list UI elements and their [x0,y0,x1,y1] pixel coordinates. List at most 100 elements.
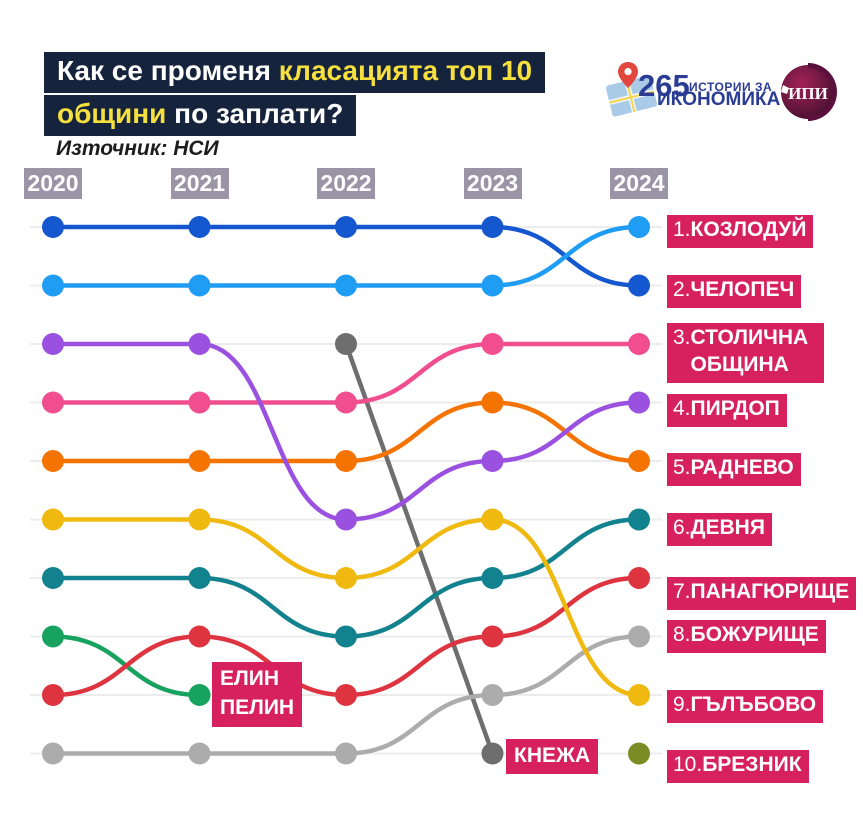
series-line [50,634,642,756]
rank-number: 2. [673,278,691,301]
series-dot [335,216,357,238]
series-dot [481,333,504,355]
rank-label: 6.ДЕВНЯ [667,513,772,546]
series-dot [481,684,504,706]
series-dot [628,274,650,297]
municipality-name: КОЗЛОДУЙ [690,218,807,241]
series-dot [188,567,211,589]
series-dot [628,567,650,589]
series-dot [335,567,357,589]
rank-label: 1.КОЗЛОДУЙ [667,215,814,248]
exit-annotation: ЕЛИН ПЕЛИН [212,662,303,727]
series-dot [335,508,357,531]
series-dot [335,625,357,648]
series-dot [188,216,211,238]
series-dot [335,742,357,765]
rank-label: 2.ЧЕЛОПЕЧ [667,275,802,308]
series-dot [628,391,650,414]
map-icon [605,62,658,117]
series-dot [335,274,357,297]
series-dot [481,625,504,648]
rank-label: 7.ПАНАГЮРИЩЕ [667,577,857,610]
rank-number: 10. [673,753,703,776]
rank-label: 9.ГЪЛЪБОВО [667,690,824,723]
series-dot [481,742,504,765]
series-dot [188,450,211,472]
year-label: 2020 [24,168,82,199]
series-dot [481,508,504,531]
series-dot [335,450,357,472]
series-dot [42,216,64,238]
series-dot [481,391,504,414]
rank-label: 10.БРЕЗНИК [667,750,809,783]
rank-number: 4. [673,397,691,420]
series-dot [188,742,211,765]
series-dot [188,508,211,531]
series-dot [628,625,650,648]
title-text-white: по заплати? [166,98,344,129]
rank-number: 5. [673,456,691,479]
rank-number: 8. [673,623,691,646]
series-dot [188,274,211,297]
year-label: 2021 [170,168,229,199]
rank-number: 7. [673,580,691,603]
year-label: 2024 [610,168,668,199]
series-dot [628,333,650,355]
page-title-line-2: общини по заплати? [44,95,357,136]
ipi-badge: ИПИ [781,63,837,121]
municipality-name: ЧЕЛОПЕЧ [690,278,795,301]
series-dot [335,684,357,706]
year-label: 2022 [317,168,375,199]
logo-tagline-top: ИСТОРИИ ЗА [689,80,773,94]
series-dot [42,684,64,706]
rank-label: 4.ПИРДОП [667,394,787,427]
series-dot [628,216,650,238]
series-dot [188,333,211,355]
title-text-white: Как се променя [57,55,279,86]
series-dot [628,508,650,531]
series-dot [42,567,64,589]
exit-annotation: КНЕЖА [506,739,599,775]
series-dot [335,333,357,355]
municipality-name: ГЪЛЪБОВО [690,693,817,716]
rank-number: 3. [673,326,691,349]
municipality-name: СТОЛИЧНА ОБЩИНА [690,326,809,376]
municipality-name: ДЕВНЯ [690,516,765,539]
series-dot [188,625,211,648]
page-title-line-1: Как се променя класацията топ 10 [44,52,546,93]
municipality-name: БРЕЗНИК [702,753,802,776]
municipality-name: БОЖУРИЩЕ [690,623,819,646]
series-dot [628,742,650,765]
series-dot [481,450,504,472]
logo-265-number: 265 [638,68,690,103]
series-dot [628,450,650,472]
series-line [50,341,642,522]
series-line [50,517,642,698]
municipality-name: ПИРДОП [690,397,780,420]
municipality-name: ПАНАГЮРИЩЕ [690,580,850,603]
series-dot [42,391,64,414]
rank-number: 1. [673,218,691,241]
source-note: Източник: НСИ [56,137,219,160]
rank-label: 8.БОЖУРИЩЕ [667,620,826,653]
ipi-badge-text: ИПИ [788,84,828,103]
series-dot [188,684,211,706]
series-dot [628,684,650,706]
series-dot [42,274,64,297]
year-label: 2023 [463,168,522,199]
series-dot [481,274,504,297]
rank-label: 5.РАДНЕВО [667,453,801,486]
series-dot [335,391,357,414]
title-text-highlight: общини [57,98,167,129]
series-dot [42,508,64,531]
series-line [50,400,642,464]
series-dot [42,450,64,472]
series-dot [42,742,64,765]
series-dot [188,391,211,414]
rank-label: 3.СТОЛИЧНА ОБЩИНА [667,323,824,383]
series-dot [42,333,64,355]
logo-tagline-bottom: ИКОНОМИКА [657,89,781,110]
municipality-name: РАДНЕВО [690,456,794,479]
